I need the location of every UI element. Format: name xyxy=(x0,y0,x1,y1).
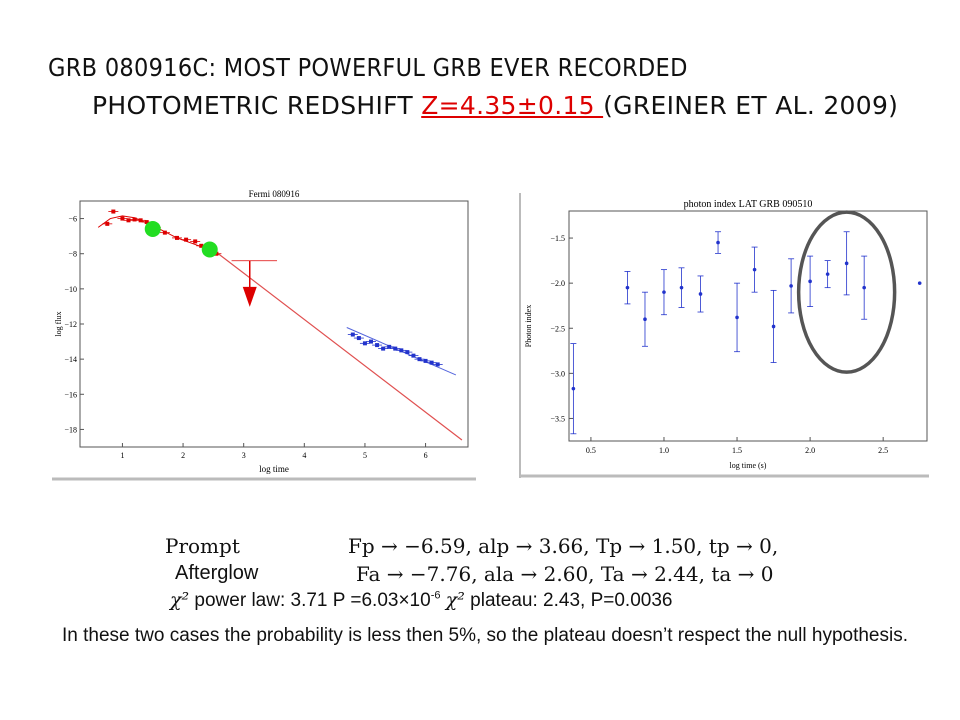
chi-powerlaw-exponent: -6 xyxy=(430,589,441,602)
data-point xyxy=(571,386,576,391)
data-point xyxy=(111,209,116,214)
subtitle-prefix: PHOTOMETRIC REDSHIFT xyxy=(92,91,422,120)
y-tick-label: −6 xyxy=(68,215,77,224)
x-tick-label: 5 xyxy=(363,451,367,460)
data-point xyxy=(350,332,355,337)
data-point xyxy=(435,362,440,367)
data-point xyxy=(643,317,647,322)
data-point xyxy=(132,217,137,222)
y-tick-label: −3.0 xyxy=(550,369,565,378)
data-point xyxy=(862,285,866,290)
data-point xyxy=(735,315,739,320)
data-point xyxy=(825,272,830,276)
y-axis-label: log flux xyxy=(54,311,63,336)
data-point xyxy=(138,218,143,223)
data-point xyxy=(662,290,666,294)
x-tick-label: 1 xyxy=(120,451,124,460)
data-point xyxy=(162,230,167,235)
y-tick-label: −2.0 xyxy=(550,279,565,288)
data-point xyxy=(199,243,204,248)
highlight-ellipse xyxy=(796,210,897,374)
fermi-lightcurve-chart: Fermi 080916 log time log flux 1 2 3 4 5 6 −18 −16… xyxy=(52,189,476,481)
plot-frame xyxy=(568,210,928,442)
prompt-label: Prompt xyxy=(165,534,240,558)
prompt-params: Fp → −6.59, alp → 3.66, Tp → 1.50, tp → … xyxy=(348,534,779,558)
y-tick-label: −18 xyxy=(64,425,77,434)
data-point xyxy=(716,240,720,245)
highlight-point xyxy=(144,220,161,237)
data-point xyxy=(369,339,373,344)
data-point xyxy=(193,239,198,244)
chi-square-line: χ² power law: 3.71 P =6.03×10-6 χ² plate… xyxy=(170,589,672,612)
data-point xyxy=(356,336,361,341)
y-axis-label: Photon index xyxy=(524,305,533,347)
data-point xyxy=(381,346,386,351)
chi-symbol-2: χ² xyxy=(445,589,465,611)
afterglow-label: Afterglow xyxy=(175,562,259,584)
prompt-fit-curve xyxy=(97,215,220,256)
y-tick-label: −1.5 xyxy=(550,234,565,243)
upper-limit-arrowhead xyxy=(242,286,257,307)
y-tick-label: −8 xyxy=(68,250,77,259)
data-point xyxy=(752,267,757,272)
data-point xyxy=(105,221,110,226)
data-point xyxy=(429,360,434,365)
data-point xyxy=(375,343,380,348)
data-point xyxy=(184,237,189,242)
data-point xyxy=(120,216,125,221)
x-tick-label: 1.0 xyxy=(659,446,669,455)
data-point xyxy=(387,344,392,349)
afterglow-params: Fa → −7.76, ala → 2.60, Ta → 2.44, ta → … xyxy=(356,562,774,586)
slide-subtitle: PHOTOMETRIC REDSHIFT Z=4.35±0.15 (GREINE… xyxy=(92,90,898,122)
chi-powerlaw-text: power law: 3.71 P =6.03×10 xyxy=(189,590,431,611)
chart-title: photon index LAT GRB 090510 xyxy=(684,199,813,210)
chart-title: Fermi 080916 xyxy=(249,189,300,199)
data-point xyxy=(789,284,793,288)
data-point xyxy=(808,279,812,284)
x-tick-label: 4 xyxy=(302,451,306,460)
y-tick-label: −14 xyxy=(64,355,77,364)
data-point xyxy=(917,281,922,285)
chi-plateau-text: plateau: 2.43, P=0.0036 xyxy=(464,590,673,611)
data-point xyxy=(393,346,398,351)
data-point xyxy=(625,285,630,290)
y-tick-label: −3.5 xyxy=(550,414,565,423)
chi-symbol-1: χ² xyxy=(170,589,190,611)
plot-frame xyxy=(79,200,469,448)
highlight-point xyxy=(201,241,218,258)
y-tick-label: −10 xyxy=(64,285,77,294)
powerlaw-fit-line xyxy=(219,254,463,441)
data-point xyxy=(362,341,367,346)
y-tick-label: −2.5 xyxy=(550,324,565,333)
photon-index-chart: photon index LAT GRB 090510 log time (s) P… xyxy=(519,193,929,478)
x-tick-label: 1.5 xyxy=(732,446,742,455)
y-tick-label: −12 xyxy=(64,320,77,329)
data-point xyxy=(405,350,410,355)
data-point xyxy=(175,235,179,240)
x-tick-label: 2.5 xyxy=(878,446,888,455)
data-point xyxy=(144,220,149,225)
data-point xyxy=(844,261,849,266)
data-point xyxy=(423,358,428,363)
x-tick-label: 6 xyxy=(424,451,428,460)
x-tick-label: 3 xyxy=(242,451,246,460)
x-axis-label: log time (s) xyxy=(730,461,767,470)
redshift-value: Z=4.35±0.15 xyxy=(421,91,604,120)
conclusion-text: In these two cases the probability is le… xyxy=(62,625,909,646)
x-tick-label: 0.5 xyxy=(586,446,596,455)
slide-title: GRB 080916C: MOST POWERFUL GRB EVER RECO… xyxy=(48,53,688,82)
data-point xyxy=(771,324,776,329)
x-tick-label: 2.0 xyxy=(805,446,815,455)
data-point xyxy=(126,218,131,223)
x-axis-label: log time xyxy=(259,464,289,474)
data-point xyxy=(679,285,684,290)
y-tick-label: −16 xyxy=(64,390,77,399)
data-point xyxy=(698,292,703,296)
x-tick-label: 2 xyxy=(181,451,185,460)
data-point xyxy=(399,348,404,353)
data-point xyxy=(417,357,422,362)
subtitle-suffix: (GREINER ET AL. 2009) xyxy=(603,91,899,120)
data-point xyxy=(411,353,416,358)
